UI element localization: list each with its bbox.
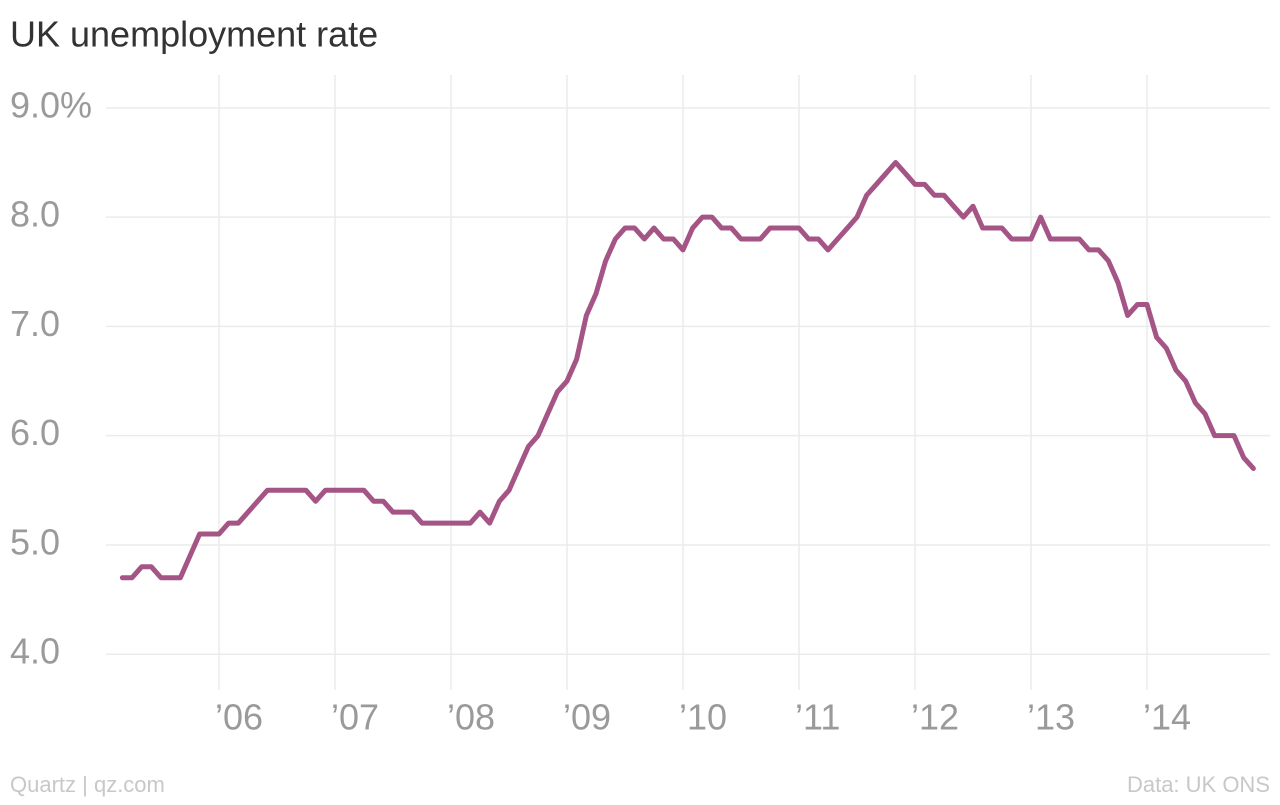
x-tick-label: ’10	[679, 697, 727, 738]
x-tick-label: ’07	[331, 697, 379, 738]
x-tick-label: ’11	[795, 697, 840, 738]
y-tick-label: 5.0	[10, 521, 60, 562]
y-tick-label: 9.0%	[10, 84, 92, 125]
source: Data: UK ONS	[1127, 772, 1270, 797]
x-tick-label: ’12	[911, 697, 959, 738]
chart-title: UK unemployment rate	[10, 14, 378, 55]
credit: Quartz | qz.com	[10, 772, 165, 797]
x-tick-label: ’14	[1143, 697, 1191, 738]
x-tick-label: ’08	[447, 697, 495, 738]
y-tick-label: 4.0	[10, 631, 60, 672]
x-tick-label: ’09	[563, 697, 611, 738]
y-tick-label: 7.0	[10, 303, 60, 344]
y-tick-label: 6.0	[10, 412, 60, 453]
data-line	[119, 159, 1256, 581]
x-tick-label: ’06	[215, 697, 263, 738]
y-tick-label: 8.0	[10, 194, 60, 235]
x-tick-label: ’13	[1027, 697, 1075, 738]
